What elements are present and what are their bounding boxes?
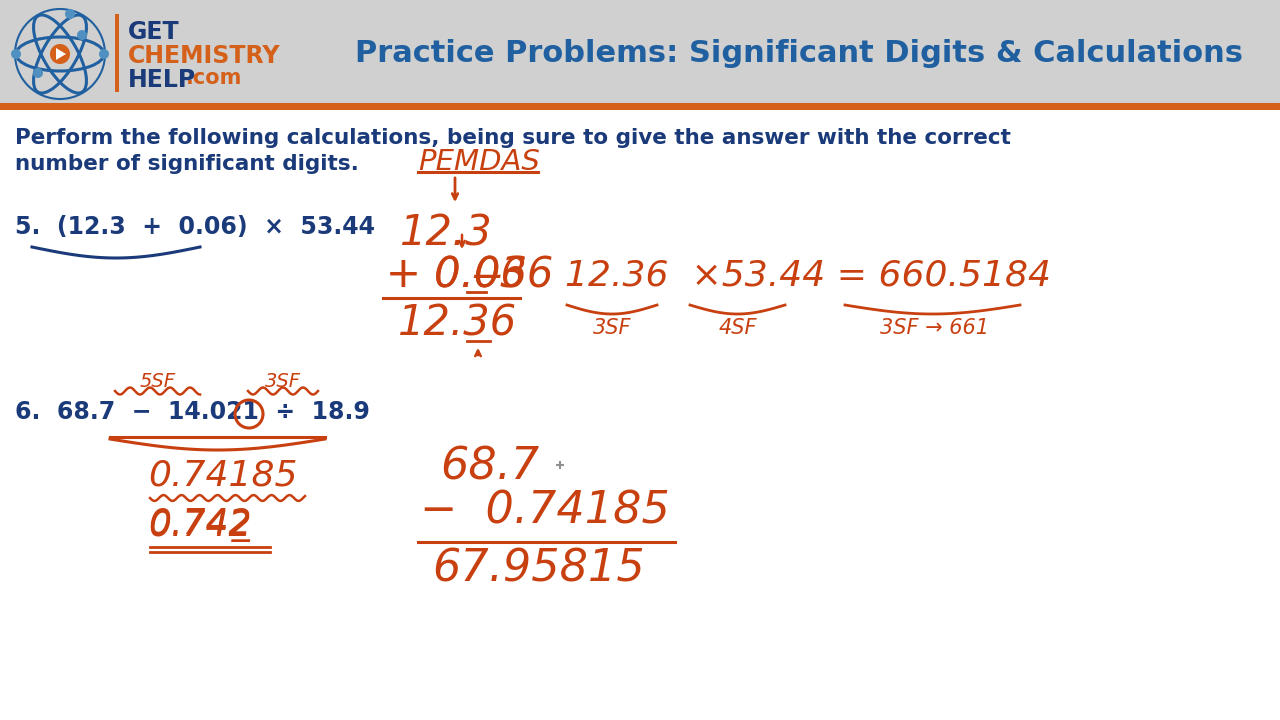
Text: −  0.74185: − 0.74185 xyxy=(420,490,669,533)
Circle shape xyxy=(99,49,109,59)
Polygon shape xyxy=(56,48,67,60)
Text: 68.7: 68.7 xyxy=(440,445,539,488)
Circle shape xyxy=(50,44,70,64)
Text: GET: GET xyxy=(128,20,179,44)
Bar xyxy=(0,103,1280,110)
Text: 67.95815: 67.95815 xyxy=(433,547,645,590)
Text: 0.742: 0.742 xyxy=(148,508,251,542)
Bar xyxy=(0,0,1280,108)
Text: 5SF: 5SF xyxy=(140,372,177,391)
Text: 4SF: 4SF xyxy=(719,318,758,338)
Circle shape xyxy=(65,9,76,19)
Text: PEMDAS: PEMDAS xyxy=(419,148,540,176)
Text: .com: .com xyxy=(186,68,242,88)
Text: 0.742̲̲̲̲: 0.742̲̲̲̲ xyxy=(148,508,251,542)
Text: number of significant digits.: number of significant digits. xyxy=(15,154,358,174)
Bar xyxy=(115,14,119,92)
Text: 3SF: 3SF xyxy=(593,318,631,338)
Text: 12.36  ×53.44 = 660.5184: 12.36 ×53.44 = 660.5184 xyxy=(564,258,1051,292)
Circle shape xyxy=(33,68,44,78)
Text: 0.74185: 0.74185 xyxy=(148,458,297,492)
Text: CHEMISTRY: CHEMISTRY xyxy=(128,44,280,68)
Text: + 0.0̶36: + 0.0̶36 xyxy=(387,254,553,296)
Text: Perform the following calculations, being sure to give the answer with the corre: Perform the following calculations, bein… xyxy=(15,128,1011,148)
Circle shape xyxy=(12,49,20,59)
Text: 12.36: 12.36 xyxy=(398,302,517,344)
Text: 3SF → 661: 3SF → 661 xyxy=(881,318,989,338)
Text: HELP: HELP xyxy=(128,68,196,92)
Text: 6.  68.7  −  14.021  ÷  18.9: 6. 68.7 − 14.021 ÷ 18.9 xyxy=(15,400,370,424)
Text: 5.  (12.3  +  0.06)  ×  53.44: 5. (12.3 + 0.06) × 53.44 xyxy=(15,215,375,239)
Text: 12.3: 12.3 xyxy=(399,213,493,255)
Text: + 0.06: + 0.06 xyxy=(387,254,527,296)
Text: Practice Problems: Significant Digits & Calculations: Practice Problems: Significant Digits & … xyxy=(355,40,1243,68)
Text: 3SF: 3SF xyxy=(265,372,301,391)
Circle shape xyxy=(77,30,87,40)
